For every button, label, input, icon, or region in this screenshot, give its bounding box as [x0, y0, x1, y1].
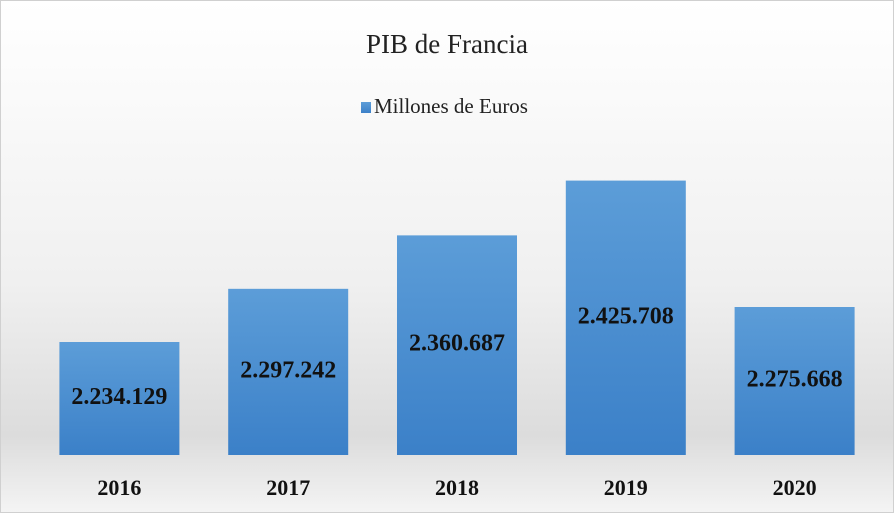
- x-tick-label: 2019: [604, 475, 648, 500]
- x-tick-label: 2020: [773, 475, 817, 500]
- x-tick-label: 2018: [435, 475, 479, 500]
- x-tick-label: 2017: [266, 475, 310, 500]
- bar: [228, 288, 349, 455]
- data-label: 2.275.668: [747, 366, 843, 392]
- legend-swatch: [361, 102, 371, 113]
- x-tick-label: 2016: [97, 475, 141, 500]
- bar: [565, 180, 686, 455]
- data-label: 2.425.708: [578, 303, 674, 329]
- legend-label: Millones de Euros: [374, 94, 528, 118]
- bar: [59, 341, 180, 455]
- bar: [397, 235, 517, 455]
- data-label: 2.360.687: [409, 331, 505, 357]
- data-label: 2.297.242: [240, 357, 336, 383]
- data-label: 2.234.129: [71, 384, 167, 410]
- bar: [734, 306, 855, 455]
- chart-title: PIB de Francia: [366, 29, 528, 59]
